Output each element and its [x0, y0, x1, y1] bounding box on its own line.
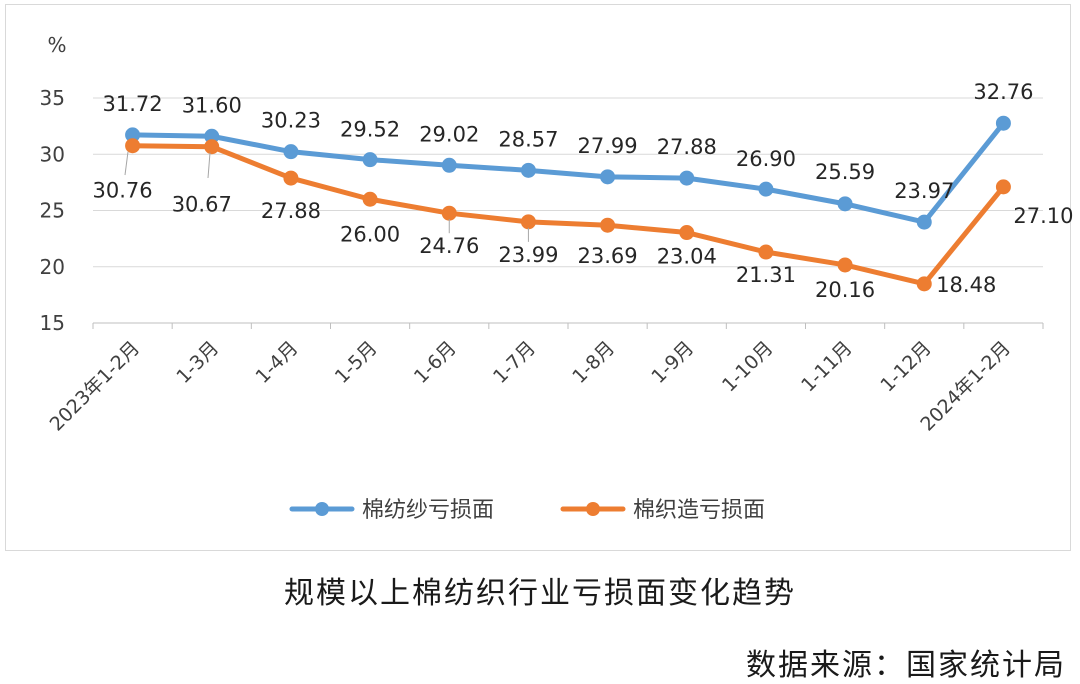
series-1-point — [520, 162, 536, 178]
x-tick-label: 1-3月 — [172, 337, 223, 388]
x-tick-label: 1-12月 — [876, 337, 935, 396]
data-label: 24.76 — [419, 234, 479, 258]
x-tick-label: 1-4月 — [252, 337, 303, 388]
series-2-point — [520, 214, 536, 230]
y-tick-label: 25 — [40, 199, 65, 223]
series-2-point — [362, 191, 378, 207]
series-2-point — [679, 225, 695, 241]
data-label: 18.48 — [936, 273, 996, 297]
data-label: 23.69 — [578, 244, 638, 268]
legend-label-2: 棉织造亏损面 — [633, 498, 765, 523]
legend-label-1: 棉纺纱亏损面 — [362, 498, 494, 523]
data-label: 30.76 — [93, 179, 153, 203]
series-1-point — [441, 157, 457, 173]
y-tick-label: 20 — [40, 255, 65, 279]
series-line-1 — [130, 120, 1006, 225]
series-2-point — [758, 244, 774, 260]
data-label: 23.97 — [894, 179, 954, 203]
x-tick-label: 2023年1-2月 — [46, 337, 145, 436]
x-tick-label: 1-6月 — [410, 337, 461, 388]
series-1-point — [679, 170, 695, 186]
x-tick-label: 1-9月 — [647, 337, 698, 388]
legend-marker-2 — [586, 502, 600, 516]
y-tick-label: 30 — [40, 142, 65, 166]
data-label: 28.57 — [498, 127, 558, 151]
y-tick-label: 35 — [40, 86, 65, 110]
series-1-point — [600, 169, 616, 185]
series-1-point — [995, 115, 1011, 131]
data-label: 26.00 — [340, 222, 400, 246]
data-source-note: 数据来源：国家统计局 — [746, 648, 1066, 683]
series-2-point — [283, 170, 299, 186]
data-label: 29.52 — [340, 118, 400, 142]
data-label: 31.60 — [182, 93, 242, 117]
line-chart: 15 20 25 30 35% 2023年1-2月 1-3月 1-4月 1-5月 1-6月 1-7月… — [40, 33, 1074, 523]
data-label: 26.90 — [736, 147, 796, 171]
series-2-point — [204, 139, 220, 155]
series-1-point — [916, 214, 932, 230]
series-2-point — [916, 276, 932, 292]
x-tick-label: 1-7月 — [489, 337, 540, 388]
series-line-2 — [130, 143, 1006, 287]
data-label: 31.72 — [103, 92, 163, 116]
series-1-point — [283, 144, 299, 160]
series-1-point — [758, 181, 774, 197]
label-leader-line — [207, 152, 211, 179]
data-label: 23.04 — [657, 245, 717, 269]
series-2-point — [837, 257, 853, 273]
data-label: 29.02 — [419, 122, 479, 146]
x-tick-label: 1-8月 — [568, 337, 619, 388]
data-label: 30.23 — [261, 109, 321, 133]
y-tick-label: 15 — [40, 311, 65, 335]
data-label: 27.10 — [1013, 204, 1073, 228]
x-tick-label: 1-5月 — [331, 337, 382, 388]
y-axis-unit-label: % — [47, 33, 66, 57]
data-label: 32.76 — [973, 80, 1033, 104]
series-2-point — [600, 217, 616, 233]
data-label: 27.99 — [578, 134, 638, 158]
series-1-point — [362, 152, 378, 168]
legend-marker-1 — [315, 502, 329, 516]
data-label: 25.59 — [815, 160, 875, 184]
data-label: 21.31 — [736, 263, 796, 287]
data-label: 20.16 — [815, 278, 875, 302]
data-label: 30.67 — [172, 193, 232, 217]
data-label: 23.99 — [498, 243, 558, 267]
x-tick-label: 1-10月 — [718, 337, 777, 396]
data-label: 27.88 — [657, 135, 717, 159]
x-tick-label: 1-11月 — [797, 337, 856, 396]
series-2-point — [441, 205, 457, 221]
label-leader-line — [124, 151, 129, 176]
data-label: 27.88 — [261, 199, 321, 223]
chart-caption: 规模以上棉纺织行业亏损面变化趋势 — [284, 576, 796, 611]
series-1-point — [837, 196, 853, 212]
series-2-point — [125, 138, 141, 154]
series-2-point — [995, 179, 1011, 195]
